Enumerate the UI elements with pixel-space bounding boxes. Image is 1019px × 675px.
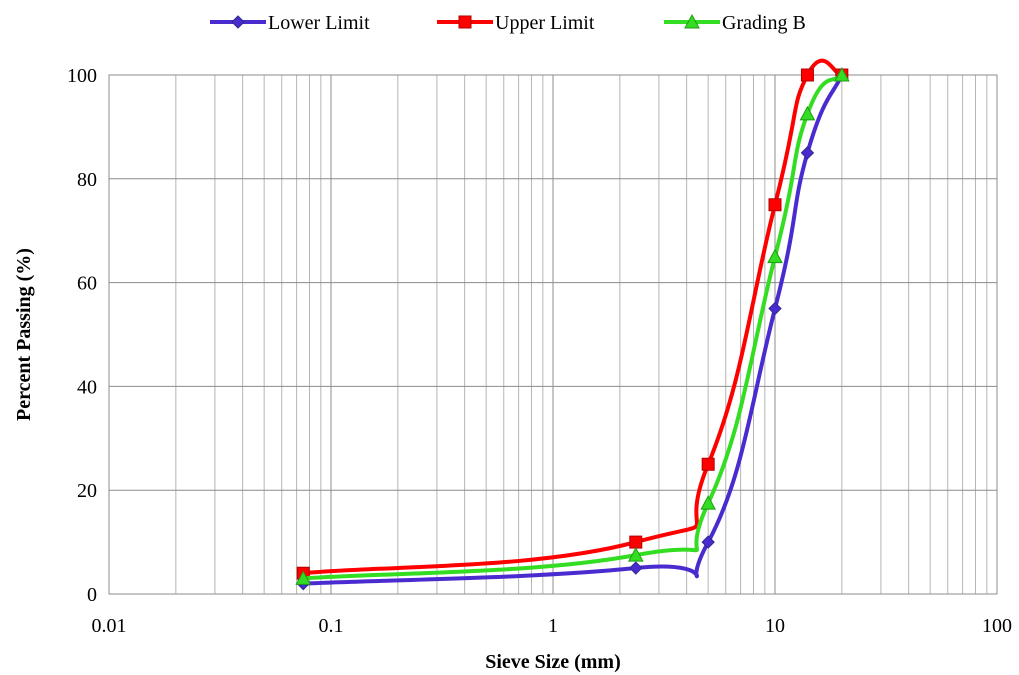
data-point-grading-b [833,66,850,82]
series-line-upper-limit [303,58,843,576]
y-axis-title: Percent Passing (%) [13,248,35,421]
y-tick-label: 40 [77,376,97,398]
y-tick-label: 0 [87,584,97,606]
y-tick-label: 60 [77,273,97,295]
x-tick-label: 10 [765,615,785,637]
tick-labels: 0.01 0.1 1 10 100 0 20 40 60 80 100 [67,65,1012,637]
legend-marker-grading-b [684,13,700,29]
data-point-grading-b [799,105,816,121]
grid [108,75,997,594]
data-point-lower-limit [768,301,782,316]
data-point-lower-limit [629,561,643,575]
data-point-grading-b [767,248,783,264]
x-tick-label: 100 [982,615,1012,637]
data-point-grading-b [295,570,312,585]
y-tick-label: 100 [67,65,97,87]
legend: Lower Limit Upper Limit Grading B [210,12,806,34]
data-point-upper-limit [800,68,814,82]
data-point-upper-limit [629,535,643,549]
series-line-lower-limit [303,74,844,586]
legend-label-upper-limit: Upper Limit [495,12,595,34]
plot-area-border [108,74,998,595]
x-tick-label: 1 [548,615,558,637]
x-tick-label: 0.1 [319,615,344,637]
legend-label-lower-limit: Lower Limit [268,12,370,34]
y-tick-label: 20 [77,480,97,502]
data-point-lower-limit [701,535,715,549]
y-tick-label: 80 [77,169,97,191]
legend-label-grading-b: Grading B [722,12,806,34]
data-point-grading-b [700,495,717,510]
legend-marker-lower-limit [231,15,245,29]
x-tick-label: 0.01 [92,615,127,637]
data-point-upper-limit [701,457,715,471]
data-point-lower-limit [800,146,815,160]
x-axis-title: Sieve Size (mm) [485,651,621,673]
data-point-grading-b [627,547,644,562]
data-point-upper-limit [768,198,782,212]
series-group [295,58,850,591]
series-grading-b [295,66,850,585]
series-line-grading-b [303,73,844,581]
legend-marker-upper-limit [458,15,472,29]
